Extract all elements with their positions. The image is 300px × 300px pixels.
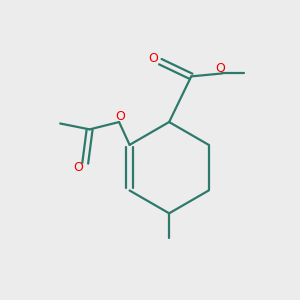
Text: O: O	[116, 110, 125, 123]
Text: O: O	[148, 52, 158, 65]
Text: O: O	[73, 161, 83, 174]
Text: O: O	[216, 61, 226, 75]
